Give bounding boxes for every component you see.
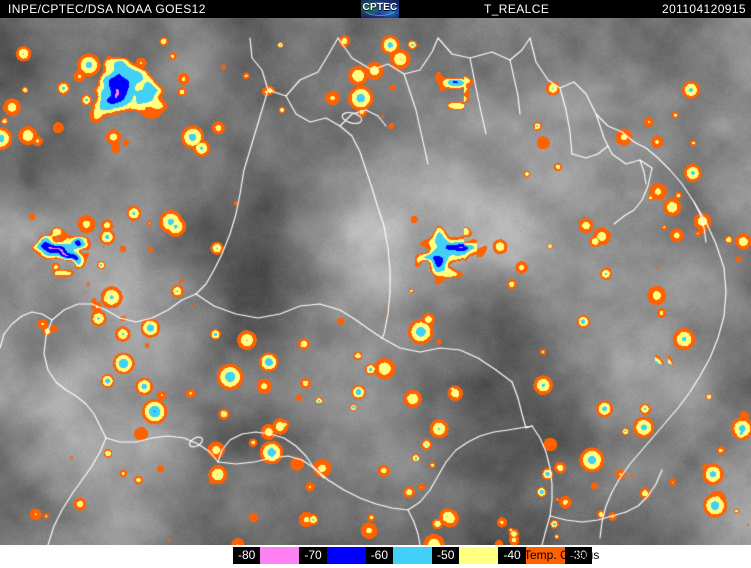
legend-swatch-1: [326, 547, 366, 564]
legend-tick-minus40: -40: [498, 547, 526, 564]
legend-swatch-4: [525, 547, 565, 564]
logo-text: CPTEC: [362, 2, 398, 13]
legend-swatch-0: [260, 547, 300, 564]
logo-ring: [364, 2, 396, 16]
legend-tick-minus30: -30: [564, 547, 593, 564]
timestamp-label: 201104120915: [662, 2, 746, 16]
product-label: T_REALCE: [484, 2, 550, 16]
legend-tick-minus50: -50: [432, 547, 460, 564]
legend-tick-minus70: -70: [299, 547, 327, 564]
legend-unit-label: Temp. Celsius: [524, 548, 600, 562]
legend-swatch-2: [393, 547, 433, 564]
source-label: INPE/CPTEC/DSA NOAA GOES12: [8, 2, 206, 16]
legend-swatch-3: [459, 547, 499, 564]
temperature-legend: -80 -70 -60 -50 -40 -30 Temp. Celsius: [0, 545, 751, 568]
cptec-logo: CPTEC: [361, 0, 399, 18]
satellite-image-area: [0, 18, 751, 545]
header-bar: INPE/CPTEC/DSA NOAA GOES12 CPTEC T_REALC…: [0, 0, 751, 18]
legend-tick-minus60: -60: [365, 547, 394, 564]
infrared-cloud-canvas: [0, 18, 751, 545]
legend-tick-minus80: -80: [233, 547, 261, 564]
legend-color-bar: -80 -70 -60 -50 -40 -30: [233, 547, 593, 564]
